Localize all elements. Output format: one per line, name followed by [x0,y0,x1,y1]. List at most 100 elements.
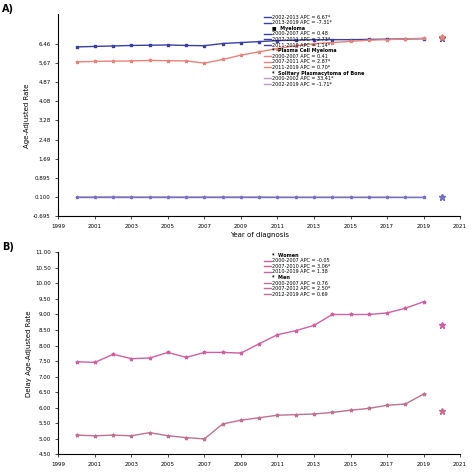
Point [73,43,81,51]
Point [91,193,99,201]
Point [346,36,354,44]
Point [420,193,428,201]
Point [346,193,354,201]
Point [273,411,281,419]
Point [255,48,263,55]
Point [128,193,135,201]
Point [255,193,263,201]
Point [237,349,245,357]
Point [365,310,373,318]
Point [128,42,135,49]
Point [219,193,227,201]
Point [201,59,208,67]
Point [164,349,172,356]
Point [401,35,409,43]
Point [346,193,354,201]
Point [383,401,391,409]
Point [73,58,81,66]
Point [219,349,227,356]
Point [237,51,245,59]
Point [328,409,336,416]
Point [365,193,373,201]
Point [146,429,154,437]
Point [383,193,391,201]
Point [237,193,245,201]
Point [292,193,300,201]
Point [420,390,428,398]
Point [146,41,154,49]
Point [164,41,172,49]
Point [310,193,318,201]
Point [383,36,391,43]
Point [182,193,190,201]
Point [365,405,373,412]
Point [219,193,227,201]
Point [365,193,373,201]
Point [73,358,81,365]
Point [164,193,172,201]
Point [164,432,172,439]
Point [255,414,263,421]
Point [273,193,281,201]
Point [109,57,117,65]
Point [109,193,117,201]
Text: A): A) [2,4,14,14]
Point [182,42,190,49]
Point [164,57,172,64]
Point [237,193,245,201]
Point [128,432,135,439]
Point [401,304,409,312]
Point [91,193,99,201]
Point [273,37,281,45]
Point [292,42,300,49]
Point [310,193,318,201]
Point [328,193,336,201]
Point [73,193,81,201]
Y-axis label: Delay Age-Adjusted Rate: Delay Age-Adjusted Rate [26,310,32,397]
Point [255,38,263,46]
Point [109,431,117,439]
Point [146,354,154,362]
Point [128,57,135,65]
Point [219,55,227,63]
Point [273,331,281,338]
Point [201,193,208,201]
Point [73,193,81,201]
Point [310,36,318,44]
Point [201,349,208,356]
Point [273,45,281,53]
Point [164,193,172,201]
Point [310,321,318,329]
Point [128,193,135,201]
Point [201,42,208,49]
Point [91,58,99,65]
Point [420,193,428,201]
Point [365,36,373,43]
Point [219,40,227,47]
Point [401,400,409,408]
Point [219,420,227,428]
Point [255,340,263,347]
Point [128,355,135,363]
Legend: *  Women, 2000-2007 APC = -0.05, 2007-2010 APC = 3.06*, 2010-2019 APC = 1.38, * : * Women, 2000-2007 APC = -0.05, 2007-201… [262,251,333,299]
Point [201,193,208,201]
Point [383,36,391,44]
Point [383,193,391,201]
Point [292,36,300,44]
Point [346,310,354,318]
Point [292,411,300,419]
Point [346,407,354,414]
Point [420,35,428,42]
Point [328,36,336,44]
Point [292,327,300,335]
Point [91,43,99,50]
Point [73,431,81,439]
Point [420,298,428,306]
Point [201,435,208,443]
X-axis label: Year of diagnosis: Year of diagnosis [230,232,289,238]
Point [182,193,190,201]
Point [401,193,409,201]
Y-axis label: Age-Adjusted Rate: Age-Adjusted Rate [24,83,30,147]
Point [237,39,245,46]
Point [182,434,190,441]
